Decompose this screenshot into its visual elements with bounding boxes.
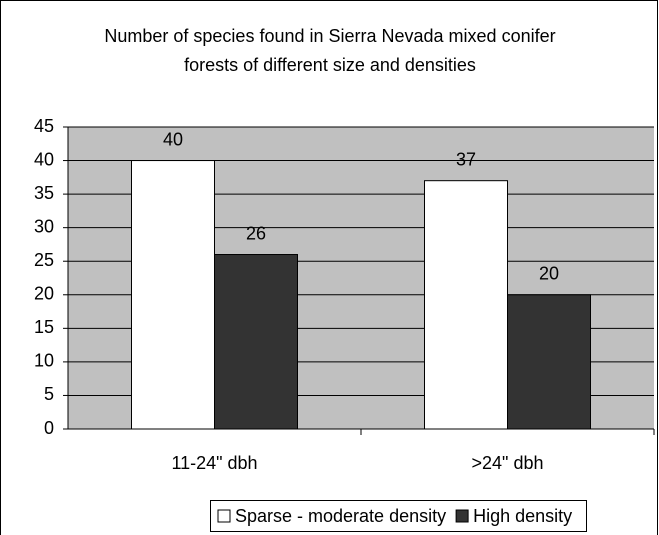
y-tick-label: 35 bbox=[34, 183, 54, 203]
legend-swatch bbox=[455, 509, 469, 523]
legend-label: Sparse - moderate density bbox=[235, 506, 446, 526]
y-tick-label: 40 bbox=[34, 149, 54, 169]
data-label: 40 bbox=[163, 129, 183, 149]
chart-title: Number of species found in Sierra Nevada… bbox=[104, 26, 556, 75]
y-tick-label: 30 bbox=[34, 216, 54, 236]
bar bbox=[214, 254, 298, 430]
y-tick-label: 10 bbox=[34, 351, 54, 371]
x-tick-label: 11-24" dbh bbox=[171, 453, 257, 473]
legend-box bbox=[210, 500, 587, 532]
y-tick-label: 25 bbox=[34, 250, 54, 270]
y-tick-label: 15 bbox=[34, 317, 54, 337]
legend-label: High density bbox=[473, 506, 572, 526]
y-tick-label: 0 bbox=[44, 418, 54, 438]
data-label: 26 bbox=[246, 223, 266, 243]
legend-swatch bbox=[217, 509, 231, 523]
bar bbox=[424, 180, 508, 430]
x-tick-label: >24" dbh bbox=[472, 453, 544, 473]
y-tick-label: 20 bbox=[34, 284, 54, 304]
y-tick-label: 5 bbox=[44, 384, 54, 404]
bar bbox=[131, 160, 215, 430]
y-tick-label: 45 bbox=[34, 116, 54, 136]
data-label: 20 bbox=[539, 264, 559, 284]
bar bbox=[507, 294, 591, 430]
data-label: 37 bbox=[456, 149, 476, 169]
